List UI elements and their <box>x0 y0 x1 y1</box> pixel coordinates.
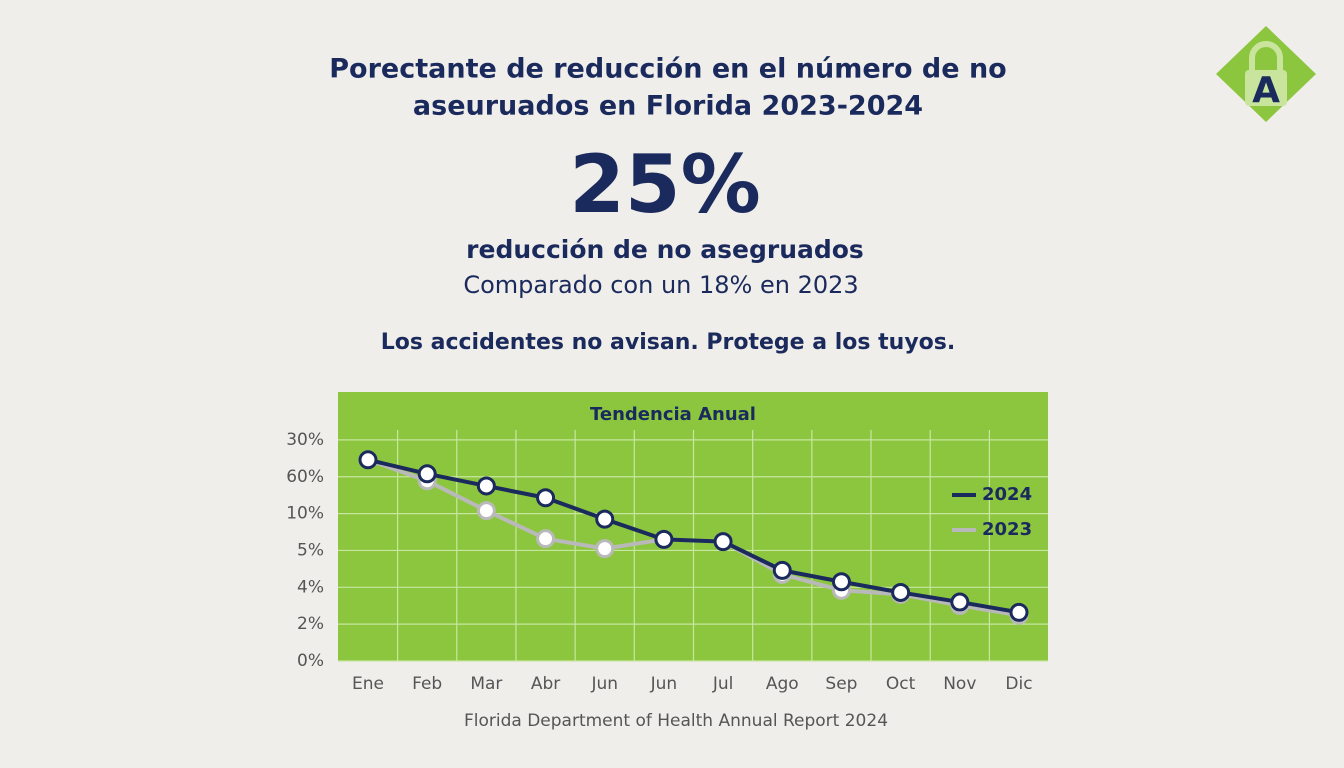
y-tick-label: 2% <box>297 614 324 634</box>
logo-lock-body <box>1245 70 1287 106</box>
x-tick-label: Dic <box>1005 674 1032 694</box>
x-tick-label: Jun <box>650 674 678 694</box>
legend-label: 2024 <box>982 484 1032 505</box>
y-tick-label: 0% <box>297 651 324 671</box>
point <box>595 509 615 529</box>
x-tick-label: Feb <box>412 674 442 694</box>
point <box>713 532 733 552</box>
logo-letter: A <box>1252 70 1280 111</box>
point <box>595 539 615 559</box>
big-number: 25% <box>569 138 760 231</box>
logo: A <box>1216 26 1316 122</box>
point <box>1009 602 1029 622</box>
y-tick-label: 60% <box>286 467 324 487</box>
x-tick-label: Mar <box>470 674 502 694</box>
tagline: Los accidentes no avisan. Protege a los … <box>381 330 956 355</box>
point <box>891 582 911 602</box>
point <box>950 592 970 612</box>
point <box>476 476 496 496</box>
source: Florida Department of Health Annual Repo… <box>464 711 888 731</box>
x-tick-label: Jun <box>590 674 618 694</box>
point <box>654 529 674 549</box>
title-line: Porectante de reducción en el número de … <box>329 54 1006 85</box>
comparison: Comparado con un 18% en 2023 <box>463 271 858 299</box>
point <box>536 488 556 508</box>
logo-lock <box>1249 41 1283 72</box>
x-tick-label: Ago <box>766 674 799 694</box>
title-line: aseuruados en Florida 2023-2024 <box>413 91 923 122</box>
big-label: reducción de no asegruados <box>466 235 864 264</box>
series-line <box>367 457 1020 615</box>
chart-title: Tendencia Anual <box>590 404 756 425</box>
point <box>417 464 437 484</box>
point <box>476 501 496 521</box>
y-tick-label: 4% <box>297 577 324 597</box>
y-tick-label: 5% <box>297 540 324 560</box>
x-tick-label: Jul <box>712 674 734 694</box>
x-tick-label: Ene <box>352 674 384 694</box>
point <box>831 572 851 592</box>
chart: Tendencia Anual 0% 2% 4% 5% 10% 60% 30% Ene Feb M… <box>286 392 1048 694</box>
legend-label: 2023 <box>982 519 1032 540</box>
y-tick-label: 30% <box>286 430 324 450</box>
point <box>536 529 556 549</box>
x-tick-label: Abr <box>531 674 560 694</box>
x-tick-label: Sep <box>825 674 857 694</box>
point <box>358 450 378 470</box>
point <box>772 560 792 580</box>
x-tick-label: Oct <box>886 674 916 694</box>
y-tick-label: 10% <box>286 504 324 524</box>
x-tick-label: Nov <box>943 674 976 694</box>
